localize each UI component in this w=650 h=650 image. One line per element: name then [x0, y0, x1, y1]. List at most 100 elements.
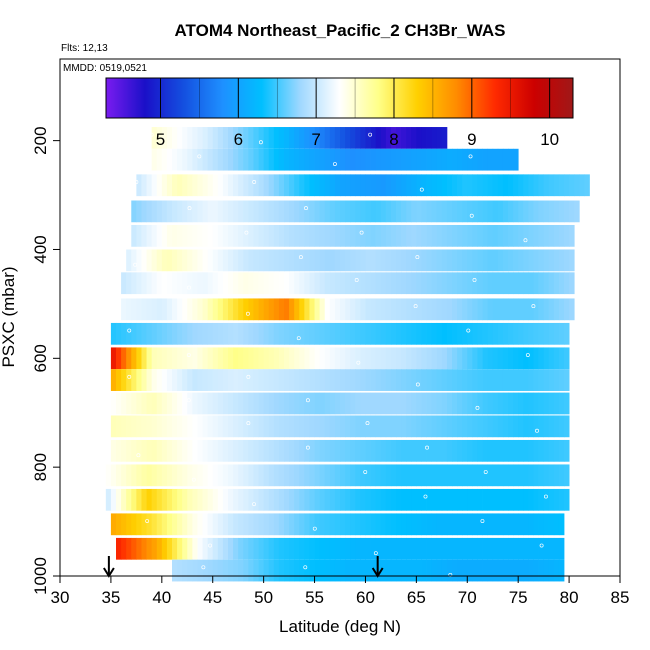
heatmap-cell	[385, 369, 392, 391]
heatmap-cell	[340, 249, 346, 272]
heatmap-cell	[513, 464, 519, 487]
heatmap-cell	[502, 148, 509, 171]
heatmap-cell	[390, 200, 397, 223]
heatmap-cell	[528, 224, 534, 247]
heatmap-cell	[177, 224, 183, 247]
y-axis-title: PSXC (mbar)	[0, 266, 18, 367]
heatmap-cell	[548, 224, 555, 247]
heatmap-cell	[355, 415, 361, 438]
heatmap-cell	[177, 200, 183, 223]
heatmap-cell	[548, 415, 555, 438]
heatmap-cell	[370, 392, 377, 415]
heatmap-cell	[482, 559, 489, 582]
heatmap-cell	[340, 322, 346, 345]
heatmap-cell	[421, 559, 427, 582]
heatmap-cell	[487, 148, 494, 171]
heatmap-cell	[289, 298, 295, 321]
heatmap-cell	[340, 537, 346, 560]
heatmap-cell	[523, 488, 529, 511]
heatmap-cell	[396, 127, 402, 149]
heatmap-cell	[380, 369, 387, 391]
heatmap-cell	[187, 559, 193, 582]
heatmap-cell	[380, 464, 387, 487]
heatmap-cell	[161, 392, 168, 415]
heatmap-cell	[258, 174, 265, 197]
heatmap-cell	[314, 200, 321, 223]
heatmap-cell	[166, 392, 173, 415]
heatmap-cell	[304, 174, 310, 197]
heatmap-cell	[273, 272, 280, 295]
heatmap-cell	[380, 392, 387, 415]
heatmap-cell	[380, 224, 387, 247]
heatmap-cell	[319, 298, 326, 321]
heatmap-cell	[553, 488, 560, 511]
heatmap-cell	[151, 174, 158, 197]
heatmap-cell	[258, 200, 265, 223]
heatmap-cell	[319, 537, 326, 560]
heatmap-cell	[263, 369, 270, 391]
heatmap-cell	[192, 392, 198, 415]
heatmap-cell	[258, 559, 265, 582]
heatmap-cell	[340, 200, 346, 223]
heatmap-cell	[406, 439, 412, 462]
heatmap-cell	[401, 347, 407, 370]
heatmap-cell	[396, 369, 402, 391]
heatmap-cell	[441, 369, 448, 391]
heatmap-cell	[411, 488, 417, 511]
heatmap-cell	[441, 488, 448, 511]
heatmap-cell	[467, 488, 473, 511]
heatmap-cell	[309, 559, 315, 582]
heatmap-cell	[558, 249, 565, 272]
heatmap-cell	[558, 488, 565, 511]
heatmap-cell	[197, 174, 203, 197]
heatmap-cell	[421, 347, 427, 370]
heatmap-cell	[426, 392, 433, 415]
heatmap-cell	[370, 347, 377, 370]
heatmap-cell	[528, 272, 534, 295]
heatmap-cell	[457, 513, 463, 536]
heatmap-cell	[380, 415, 387, 438]
heatmap-cell	[523, 272, 529, 295]
heatmap-cell	[431, 369, 438, 391]
heatmap-cell	[492, 174, 499, 197]
heatmap-cell	[350, 322, 356, 345]
heatmap-cell	[401, 322, 407, 345]
heatmap-cell	[370, 488, 377, 511]
heatmap-cell	[294, 347, 300, 370]
heatmap-cell	[482, 249, 489, 272]
heatmap-cell	[116, 488, 122, 511]
sample-marker	[149, 132, 154, 137]
heatmap-cell	[385, 272, 392, 295]
heatmap-cell	[233, 369, 239, 391]
heatmap-cell	[528, 439, 534, 462]
heatmap-cell	[497, 298, 504, 321]
heatmap-cell	[238, 464, 244, 487]
heatmap-cell	[212, 464, 219, 487]
heatmap-cell	[243, 347, 249, 370]
heatmap-cell	[370, 439, 377, 462]
heatmap-cell	[401, 272, 407, 295]
heatmap-cell	[436, 369, 443, 391]
heatmap-cell	[421, 127, 427, 149]
heatmap-cell	[212, 249, 219, 272]
heatmap-cell	[314, 174, 321, 197]
heatmap-cell	[411, 148, 417, 171]
heatmap-cell	[406, 127, 412, 149]
heatmap-cell	[121, 415, 127, 438]
heatmap-cell	[324, 148, 331, 171]
heatmap-cell	[401, 513, 407, 536]
heatmap-cell	[513, 249, 519, 272]
heatmap-cell	[350, 272, 356, 295]
heatmap-cell	[182, 148, 188, 171]
heatmap-cell	[273, 392, 280, 415]
heatmap-cell	[340, 272, 346, 295]
heatmap-cell	[513, 347, 519, 370]
heatmap-cell	[350, 488, 356, 511]
heatmap-cell	[243, 249, 249, 272]
heatmap-cell	[182, 415, 188, 438]
heatmap-cell	[202, 249, 209, 272]
heatmap-cell	[187, 537, 193, 560]
heatmap-cell	[375, 322, 382, 345]
heatmap-cell	[299, 224, 305, 247]
heatmap-cell	[467, 249, 473, 272]
